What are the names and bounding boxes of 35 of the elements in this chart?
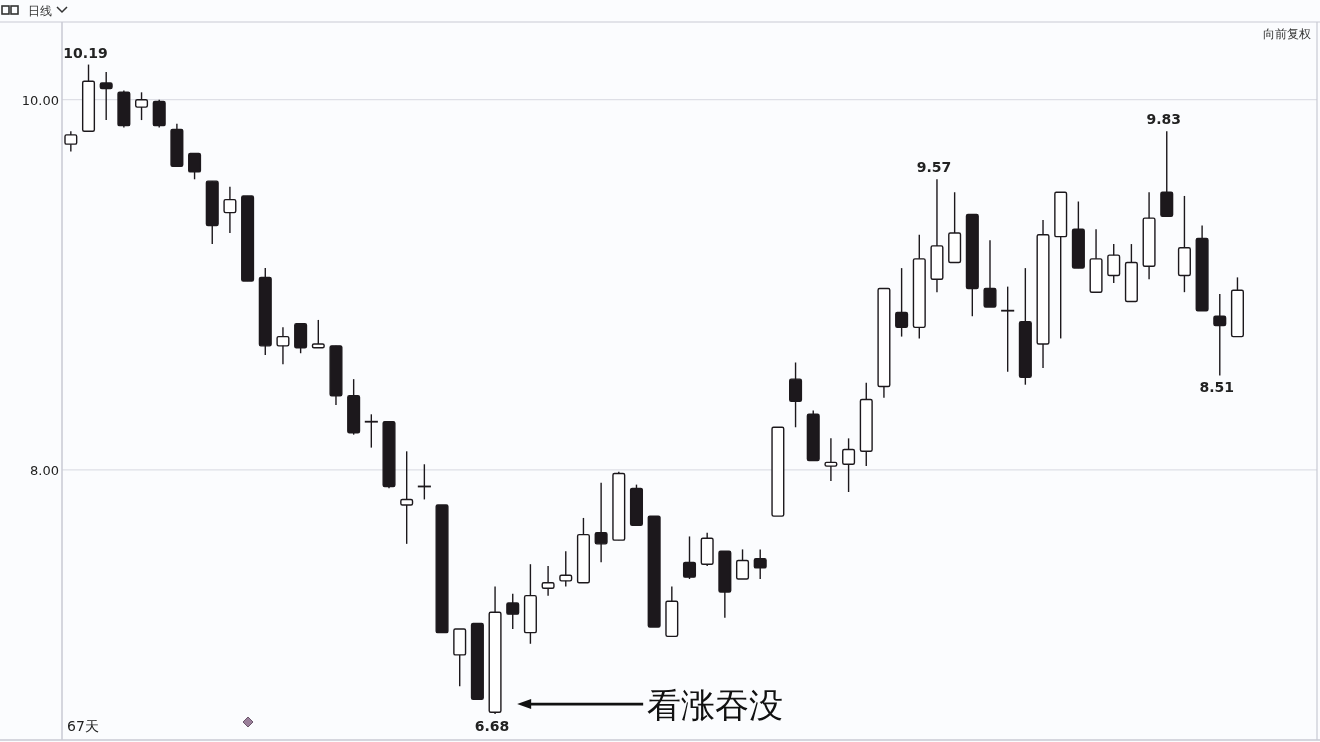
candlestick bbox=[64, 130, 78, 153]
candlestick bbox=[1001, 285, 1015, 373]
annotation: 8.51 bbox=[1199, 379, 1235, 396]
annotation: 看涨吞没 bbox=[647, 685, 784, 726]
candlestick bbox=[895, 267, 909, 338]
candlestick bbox=[188, 152, 202, 180]
candlestick bbox=[311, 319, 325, 349]
candlestick bbox=[824, 437, 838, 482]
candlestick bbox=[789, 361, 803, 428]
candlestick bbox=[594, 482, 608, 564]
chart-title: 日线 bbox=[28, 4, 52, 18]
candlestick bbox=[1213, 293, 1227, 377]
candlestick bbox=[541, 565, 555, 597]
annotation: 10.19 bbox=[63, 44, 108, 61]
candlestick bbox=[842, 437, 856, 493]
candlestick bbox=[99, 71, 113, 121]
candlestick bbox=[1107, 243, 1121, 284]
annotation: 9.57 bbox=[916, 159, 952, 176]
candlestick bbox=[983, 239, 997, 308]
candlestick bbox=[276, 326, 290, 366]
candlestick bbox=[753, 548, 767, 580]
annotation: 6.68 bbox=[474, 718, 510, 735]
candlestick bbox=[735, 548, 750, 580]
annotation: 67天 bbox=[67, 718, 99, 734]
candlestick bbox=[682, 535, 697, 580]
candlestick bbox=[400, 450, 414, 545]
candlestick bbox=[223, 186, 237, 234]
candlestick bbox=[506, 593, 520, 630]
y-tick-label: 8.00 bbox=[30, 462, 59, 478]
annotation: 9.83 bbox=[1146, 111, 1182, 128]
y-tick-label: 10.00 bbox=[21, 92, 59, 108]
candlestick bbox=[364, 413, 378, 449]
candlestick bbox=[135, 91, 149, 121]
candlestick bbox=[559, 550, 573, 588]
text: 向前复权 bbox=[1263, 27, 1311, 41]
